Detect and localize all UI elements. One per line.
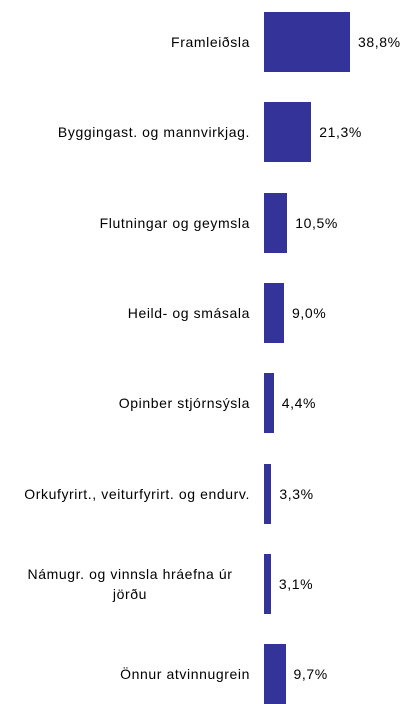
- category-label: Orkufyrirt., veiturfyrirt. og endurv.: [0, 464, 250, 524]
- category-label: Flutningar og geymsla: [0, 193, 250, 253]
- bar: [264, 373, 274, 434]
- value-label: 21,3%: [319, 124, 362, 141]
- value-label: 9,7%: [293, 666, 328, 683]
- category-text: Opinber stjórnsýsla: [118, 395, 250, 412]
- category-label: Byggingast. og mannvirkjag.: [0, 102, 250, 162]
- bar: [264, 12, 350, 72]
- category-label: Opinber stjórnsýsla: [0, 373, 250, 433]
- bar: [264, 553, 271, 614]
- bar: [264, 192, 288, 253]
- category-label: Heild- og smásala: [0, 283, 250, 343]
- category-text: Heild- og smásala: [127, 304, 250, 321]
- category-text: Framleiðsla: [171, 34, 250, 50]
- value-label: 9,0%: [291, 304, 327, 321]
- value-label: 3,1%: [278, 575, 314, 592]
- value-label: 3,3%: [279, 485, 314, 502]
- category-text: Námugr. og vinnsla hráefna úr jörðu: [27, 565, 233, 602]
- bar: [264, 463, 272, 524]
- bar: [264, 102, 312, 163]
- category-text: Orkufyrirt., veiturfyrirt. og endurv.: [24, 485, 250, 502]
- category-label: Framleiðsla: [0, 12, 250, 72]
- category-text: Önnur atvinnugrein: [120, 666, 250, 683]
- bar: [264, 282, 284, 343]
- value-label: 38,8%: [358, 34, 401, 50]
- category-text: Byggingast. og mannvirkjag.: [57, 124, 250, 141]
- category-label: Námugr. og vinnsla hráefna úr jörðu: [0, 554, 250, 614]
- value-label: 10,5%: [295, 214, 338, 231]
- category-label: Önnur atvinnugrein: [0, 644, 250, 704]
- value-label: 4,4%: [281, 395, 317, 412]
- bar: [264, 644, 286, 704]
- category-text: Flutningar og geymsla: [99, 214, 250, 231]
